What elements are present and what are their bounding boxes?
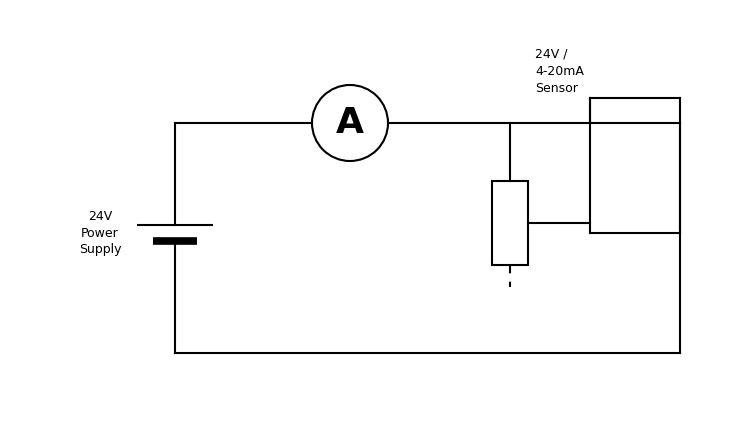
Text: 24V /
4-20mA
Sensor: 24V / 4-20mA Sensor	[535, 47, 584, 94]
Text: A: A	[336, 106, 364, 140]
Text: 24V
Power
Supply: 24V Power Supply	[79, 210, 121, 256]
